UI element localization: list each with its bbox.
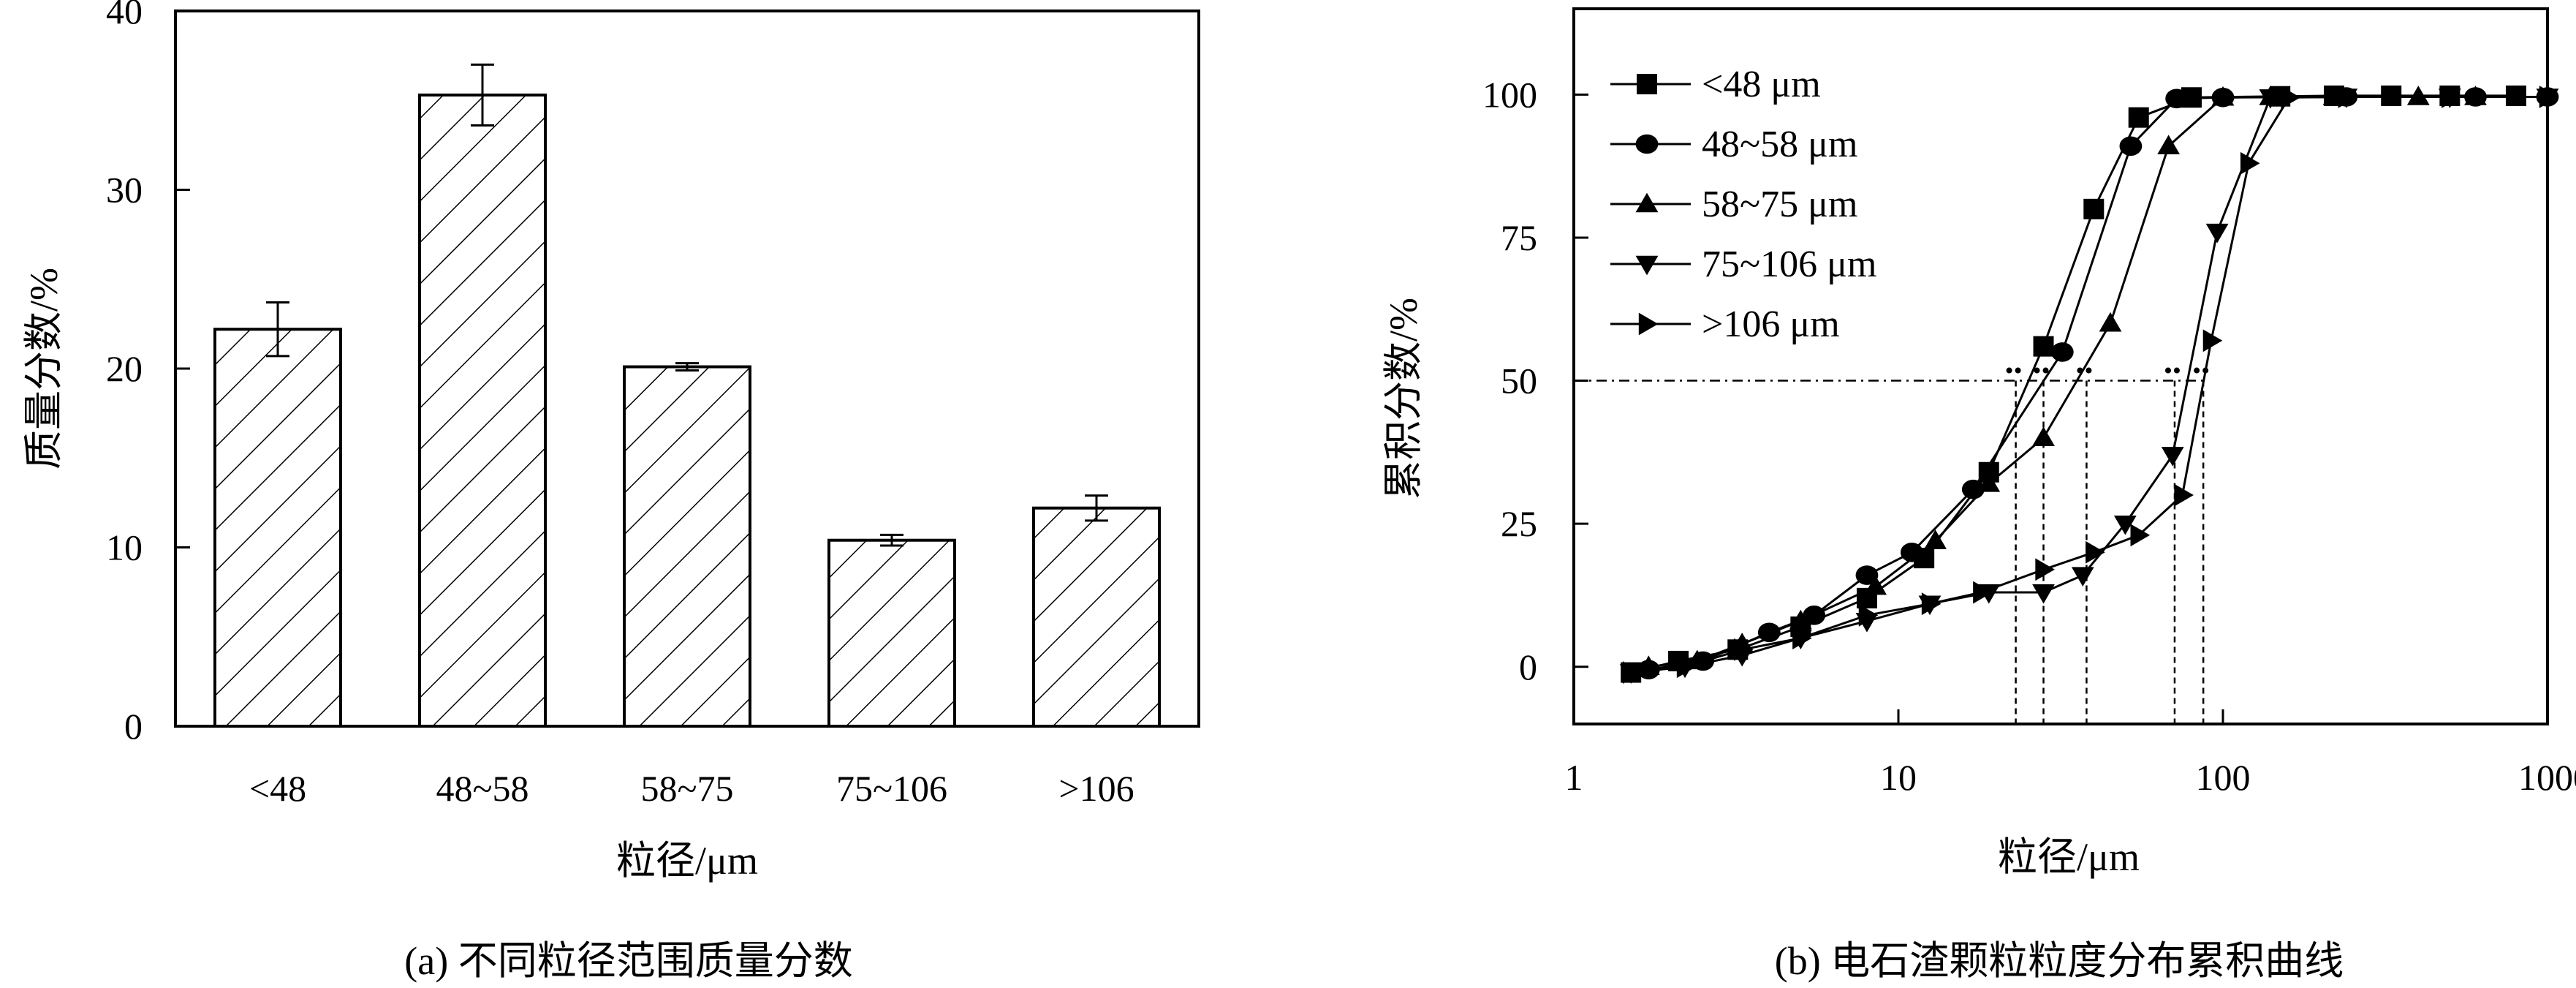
data-point xyxy=(2157,135,2181,154)
cumulative-chart-caption: (b) 电石渣颗粒粒度分布累积曲线 xyxy=(1775,939,2344,983)
data-point xyxy=(2211,86,2235,106)
bar-chart-panel: <48 48~58 58~75 75~106 >106 0 10 20 30 40 粒径/μm 质… xyxy=(22,0,1200,983)
y-tick-label: 10 xyxy=(106,527,143,568)
cumulative-legend: <48 μm 48~58 μm 58~75 μm 75~106 μm >106 μm xyxy=(1610,64,1876,345)
x-tick-label: 10 xyxy=(1880,757,1917,798)
d50-dot xyxy=(2086,367,2092,374)
data-point xyxy=(2464,86,2487,105)
data-point xyxy=(2205,223,2229,244)
data-point xyxy=(2441,86,2461,108)
data-point xyxy=(2119,136,2143,157)
data-point xyxy=(2539,86,2559,108)
data-point xyxy=(1977,472,2001,492)
legend-marker xyxy=(1637,74,1657,94)
data-point xyxy=(1858,603,1879,627)
x-tick-label: 58~75 xyxy=(640,768,733,809)
x-tick-label: 1 xyxy=(1565,757,1583,798)
y-tick-label: 0 xyxy=(124,706,143,747)
data-point xyxy=(1921,592,1942,616)
d50-dot xyxy=(2194,367,2200,374)
legend-marker xyxy=(1638,312,1659,336)
data-point xyxy=(1900,542,1923,562)
data-point xyxy=(1734,638,1754,661)
y-tick-label: 20 xyxy=(106,348,143,389)
legend-label: 75~106 μm xyxy=(1702,244,1876,285)
data-point xyxy=(2071,567,2094,587)
data-point xyxy=(1789,609,1812,630)
data-point xyxy=(2259,89,2282,109)
data-point xyxy=(1792,627,1812,650)
x-tick-label: >106 xyxy=(1058,768,1134,809)
x-tick-label: 100 xyxy=(2196,757,2251,798)
data-point xyxy=(2099,312,2122,332)
data-point xyxy=(2033,336,2054,357)
x-tick-label: 75~106 xyxy=(836,768,947,809)
data-point xyxy=(1855,565,1879,585)
legend-label: 48~58 μm xyxy=(1702,124,1857,165)
data-point xyxy=(2083,198,2105,219)
y-tick-label: 0 xyxy=(1519,646,1537,687)
bar-chart-x-axis-label: 粒径/μm xyxy=(616,839,758,883)
d50-dot xyxy=(2164,367,2171,374)
y-tick-label: 40 xyxy=(106,0,143,31)
y-tick-label: 100 xyxy=(1482,74,1537,115)
data-point xyxy=(2050,342,2074,362)
data-point xyxy=(2202,329,2223,352)
d50-dot xyxy=(2015,367,2021,374)
data-point xyxy=(2128,107,2149,128)
legend-label: >106 μm xyxy=(1702,303,1840,345)
y-tick-label: 50 xyxy=(1501,361,1537,401)
data-point xyxy=(2086,540,2105,564)
bar-chart-y-axis-label: 质量分数/% xyxy=(22,268,66,470)
legend-marker xyxy=(1635,192,1659,213)
data-point xyxy=(2240,151,2260,175)
data-point xyxy=(2165,88,2189,109)
data-point xyxy=(2381,85,2402,106)
series-line xyxy=(1648,96,2547,671)
data-point xyxy=(2174,483,2194,507)
data-point xyxy=(1924,529,1947,549)
d50-dot xyxy=(2034,367,2040,374)
data-point xyxy=(1622,661,1643,684)
data-point xyxy=(2338,86,2358,108)
d50-dot xyxy=(2006,367,2012,374)
data-point xyxy=(2113,515,2137,535)
legend-label: 58~75 μm xyxy=(1702,184,1857,225)
data-point xyxy=(2035,558,2055,581)
x-tick-label: 48~58 xyxy=(436,768,529,809)
data-point xyxy=(2032,426,2055,446)
y-tick-label: 25 xyxy=(1501,503,1537,544)
data-point xyxy=(2130,524,2151,547)
legend-marker xyxy=(1635,134,1659,154)
bar xyxy=(827,538,956,728)
cumulative-plot-frame xyxy=(1572,7,2549,725)
bar xyxy=(623,365,751,728)
legend-label: <48 μm xyxy=(1702,64,1821,105)
data-point xyxy=(1676,655,1697,679)
cumulative-y-axis-label: 累积分数/% xyxy=(1382,298,1425,499)
data-point xyxy=(2406,86,2430,105)
series-line xyxy=(1630,94,2516,674)
d50-dot xyxy=(2173,367,2180,374)
bar xyxy=(1032,506,1161,728)
x-tick-label: <48 xyxy=(249,768,306,809)
bar-chart-caption: (a) 不同粒径范围质量分数 xyxy=(404,939,852,983)
data-point xyxy=(1864,575,1887,595)
bar xyxy=(213,328,342,728)
data-point xyxy=(2281,86,2301,109)
bar xyxy=(418,93,547,728)
cumulative-x-axis-label: 粒径/μm xyxy=(1998,835,2140,879)
data-point xyxy=(2505,85,2526,106)
y-tick-label: 30 xyxy=(106,170,143,211)
data-point xyxy=(2032,584,2055,604)
series-line xyxy=(1648,96,2476,668)
d50-dot xyxy=(2042,367,2049,374)
legend-marker xyxy=(1635,255,1659,276)
y-tick-label: 75 xyxy=(1501,217,1537,258)
data-point xyxy=(1973,581,1993,604)
data-point xyxy=(2161,447,2184,467)
